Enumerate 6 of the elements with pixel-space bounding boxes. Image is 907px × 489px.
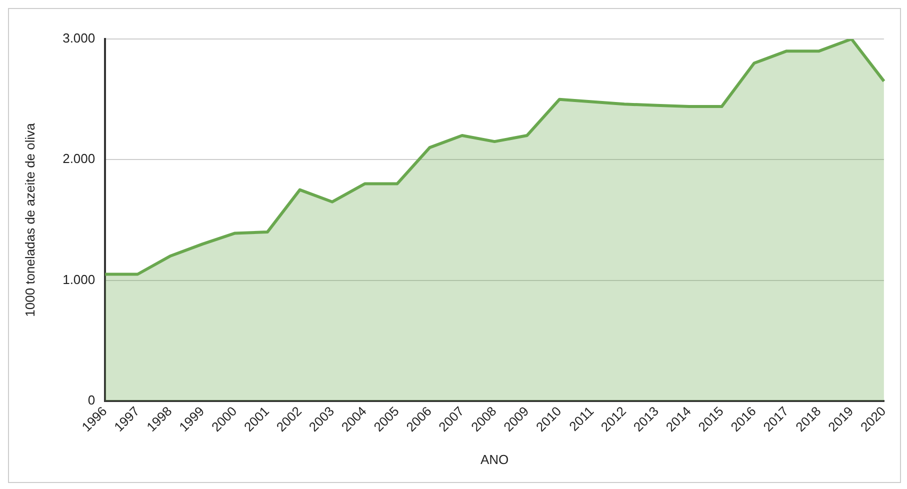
y-tick-label: 2.000 bbox=[62, 151, 96, 166]
y-tick-label: 1.000 bbox=[62, 272, 96, 287]
x-axis-title: ANO bbox=[480, 452, 509, 467]
y-tick-label: 0 bbox=[88, 392, 96, 408]
y-tick-label: 3.000 bbox=[62, 30, 96, 46]
y-axis-title: 1000 toneladas de azeite de oliva bbox=[22, 122, 38, 317]
